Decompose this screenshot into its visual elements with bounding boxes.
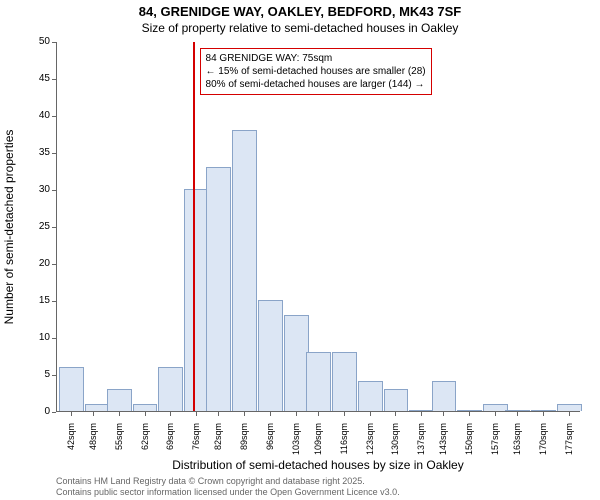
histogram-bar (457, 410, 482, 411)
y-tick-mark (52, 79, 56, 80)
y-tick-label: 35 (30, 147, 50, 158)
y-tick-label: 0 (30, 406, 50, 417)
histogram-bar (384, 389, 409, 411)
x-tick-mark (569, 412, 570, 416)
y-tick-mark (52, 301, 56, 302)
x-tick-mark (119, 412, 120, 416)
histogram-bar (358, 381, 383, 411)
x-tick-label: 116sqm (339, 423, 349, 463)
y-tick-mark (52, 338, 56, 339)
x-tick-mark (469, 412, 470, 416)
x-tick-mark (395, 412, 396, 416)
histogram-chart: 84, GRENIDGE WAY, OAKLEY, BEDFORD, MK43 … (0, 0, 600, 500)
x-tick-mark (421, 412, 422, 416)
x-tick-label: 123sqm (365, 423, 375, 463)
histogram-bar (133, 404, 158, 411)
histogram-bar (85, 404, 110, 411)
x-tick-label: 103sqm (291, 423, 301, 463)
y-tick-label: 50 (30, 36, 50, 47)
y-tick-mark (52, 42, 56, 43)
x-tick-mark (71, 412, 72, 416)
x-tick-mark (170, 412, 171, 416)
x-tick-label: 82sqm (213, 423, 223, 463)
y-tick-label: 20 (30, 258, 50, 269)
histogram-bar (332, 352, 357, 411)
histogram-bar (158, 367, 183, 411)
x-tick-label: 157sqm (490, 423, 500, 463)
histogram-bar (284, 315, 309, 411)
y-tick-mark (52, 153, 56, 154)
histogram-bar (483, 404, 508, 411)
x-tick-mark (196, 412, 197, 416)
x-tick-label: 42sqm (66, 423, 76, 463)
x-tick-label: 96sqm (265, 423, 275, 463)
x-tick-mark (145, 412, 146, 416)
y-tick-mark (52, 264, 56, 265)
annotation-line: 84 GRENIDGE WAY: 75sqm (206, 52, 426, 65)
x-tick-label: 62sqm (140, 423, 150, 463)
x-axis-label: Distribution of semi-detached houses by … (56, 458, 580, 472)
x-tick-label: 143sqm (438, 423, 448, 463)
y-axis-label: Number of semi-detached properties (2, 42, 18, 412)
x-tick-mark (370, 412, 371, 416)
y-tick-label: 45 (30, 73, 50, 84)
histogram-bar (107, 389, 132, 411)
x-tick-mark (93, 412, 94, 416)
y-tick-label: 10 (30, 332, 50, 343)
y-tick-label: 30 (30, 184, 50, 195)
x-tick-label: 55sqm (114, 423, 124, 463)
x-tick-label: 150sqm (464, 423, 474, 463)
y-tick-label: 40 (30, 110, 50, 121)
y-tick-mark (52, 116, 56, 117)
histogram-bar (531, 410, 556, 411)
x-tick-mark (495, 412, 496, 416)
y-tick-mark (52, 227, 56, 228)
x-tick-label: 137sqm (416, 423, 426, 463)
x-tick-mark (517, 412, 518, 416)
x-tick-mark (543, 412, 544, 416)
histogram-bar (258, 300, 283, 411)
x-tick-label: 170sqm (538, 423, 548, 463)
histogram-bar (505, 410, 530, 411)
footer-line-2: Contains public sector information licen… (56, 487, 400, 497)
histogram-bar (432, 381, 457, 411)
chart-title: 84, GRENIDGE WAY, OAKLEY, BEDFORD, MK43 … (0, 4, 600, 19)
histogram-bar (409, 410, 434, 411)
chart-subtitle: Size of property relative to semi-detach… (0, 21, 600, 35)
annotation-line: 80% of semi-detached houses are larger (… (206, 78, 426, 91)
annotation-line: ← 15% of semi-detached houses are smalle… (206, 65, 426, 78)
histogram-bar (184, 189, 209, 411)
y-tick-label: 5 (30, 369, 50, 380)
histogram-bar (557, 404, 582, 411)
x-tick-label: 48sqm (88, 423, 98, 463)
x-tick-mark (318, 412, 319, 416)
y-tick-label: 15 (30, 295, 50, 306)
x-tick-label: 76sqm (191, 423, 201, 463)
histogram-bar (232, 130, 257, 411)
plot-area: 84 GRENIDGE WAY: 75sqm← 15% of semi-deta… (56, 42, 580, 412)
x-tick-mark (296, 412, 297, 416)
x-tick-label: 69sqm (165, 423, 175, 463)
y-tick-mark (52, 190, 56, 191)
y-tick-label: 25 (30, 221, 50, 232)
footer-line-1: Contains HM Land Registry data © Crown c… (56, 476, 365, 486)
x-tick-label: 177sqm (564, 423, 574, 463)
property-marker-line (193, 42, 195, 411)
x-tick-mark (344, 412, 345, 416)
histogram-bar (206, 167, 231, 411)
y-tick-mark (52, 412, 56, 413)
x-tick-mark (443, 412, 444, 416)
x-tick-label: 130sqm (390, 423, 400, 463)
x-tick-mark (270, 412, 271, 416)
histogram-bar (59, 367, 84, 411)
annotation-box: 84 GRENIDGE WAY: 75sqm← 15% of semi-deta… (200, 48, 432, 95)
x-tick-mark (244, 412, 245, 416)
x-tick-label: 163sqm (512, 423, 522, 463)
y-tick-mark (52, 375, 56, 376)
histogram-bar (306, 352, 331, 411)
x-tick-label: 109sqm (313, 423, 323, 463)
x-tick-mark (218, 412, 219, 416)
x-tick-label: 89sqm (239, 423, 249, 463)
